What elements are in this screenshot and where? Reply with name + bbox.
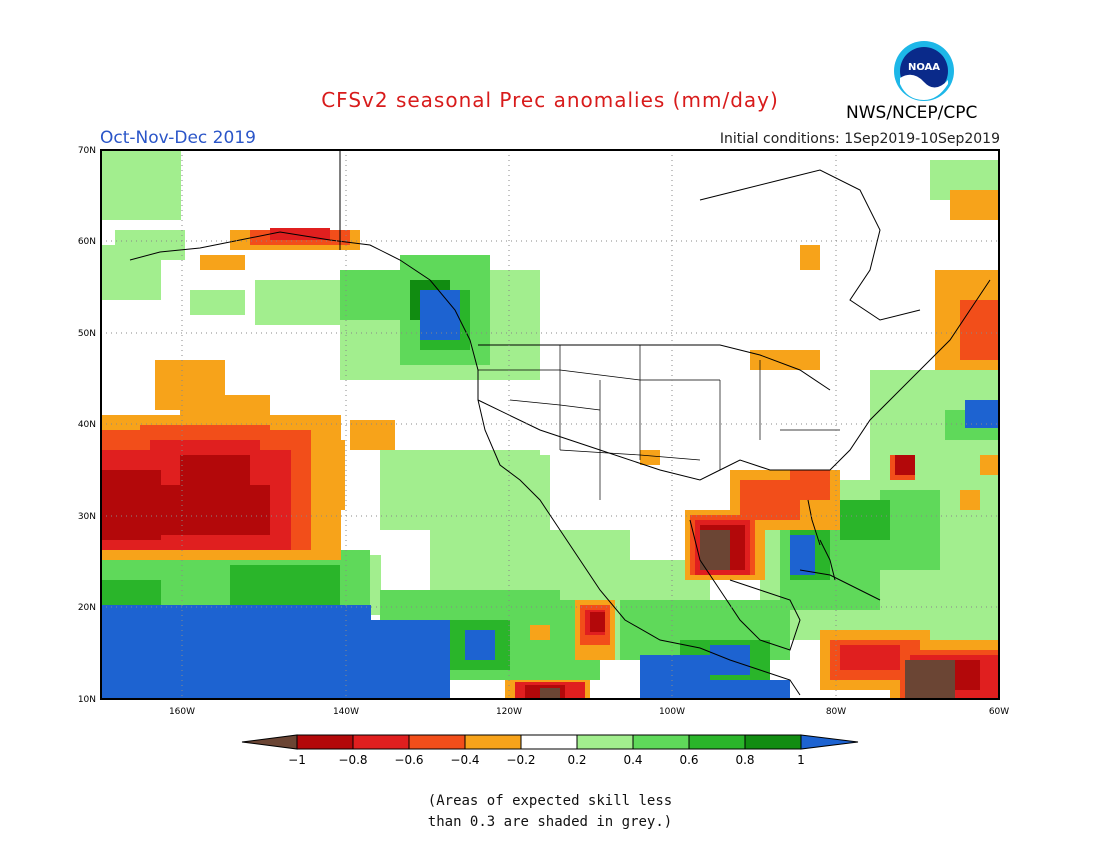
anomaly-fields xyxy=(101,150,999,699)
lat-labels: 70N 60N 50N 40N 30N 20N 10N xyxy=(78,146,96,705)
skill-note: (Areas of expected skill less than 0.3 a… xyxy=(380,791,720,833)
coastlines xyxy=(129,150,991,696)
lat-label: 30N xyxy=(78,512,96,522)
colorbar-label: 0.4 xyxy=(623,753,642,767)
logo-text: NOAA xyxy=(908,62,940,73)
skill-note-line2: than 0.3 are shaded in grey.) xyxy=(427,814,673,830)
anomaly-field-blue xyxy=(101,290,999,699)
season-label: Oct-Nov-Dec 2019 xyxy=(100,128,256,148)
lon-label: 100W xyxy=(659,707,685,717)
colorbar-box xyxy=(296,734,354,750)
colorbar-box xyxy=(632,734,690,750)
colorbar-box xyxy=(408,734,466,750)
colorbar-box xyxy=(576,734,634,750)
colorbar-labels: −1 −0.8 −0.6 −0.4 −0.2 0.2 0.4 0.6 0.8 1 xyxy=(288,753,805,767)
lat-label: 50N xyxy=(78,329,96,339)
colorbar-label: 1 xyxy=(797,753,805,767)
lon-label: 120W xyxy=(496,707,522,717)
colorbar-box xyxy=(744,734,802,750)
colorbar-box xyxy=(352,734,410,750)
colorbar-label: −0.8 xyxy=(338,753,367,767)
state-borders xyxy=(478,345,840,500)
lat-label: 10N xyxy=(78,695,96,705)
colorbar-label: −0.4 xyxy=(450,753,479,767)
lon-label: 80W xyxy=(826,707,846,717)
map-frame xyxy=(100,149,1000,700)
colorbar-arrow-right xyxy=(800,734,859,750)
colorbar-label: 0.8 xyxy=(735,753,754,767)
lat-label: 40N xyxy=(78,420,96,430)
noaa-logo: NOAA xyxy=(894,41,954,101)
colorbar-label: −1 xyxy=(288,753,306,767)
lon-labels: 160W 140W 120W 100W 80W 60W xyxy=(169,707,1009,717)
colorbar xyxy=(241,734,859,750)
colorbar-label: 0.6 xyxy=(679,753,698,767)
lat-label: 70N xyxy=(78,146,96,156)
colorbar-box xyxy=(520,734,578,750)
colorbar-arrow-left xyxy=(241,734,298,750)
lat-label: 20N xyxy=(78,603,96,613)
agency-label: NWS/NCEP/CPC xyxy=(846,103,978,123)
lon-label: 140W xyxy=(333,707,359,717)
initial-conditions: Initial conditions: 1Sep2019-10Sep2019 xyxy=(719,131,1000,147)
lon-label: 60W xyxy=(989,707,1009,717)
colorbar-label: −0.6 xyxy=(394,753,423,767)
colorbar-label: −0.2 xyxy=(506,753,535,767)
map-title: CFSv2 seasonal Prec anomalies (mm/day) xyxy=(321,88,779,112)
skill-note-line1: (Areas of expected skill less xyxy=(427,793,673,809)
colorbar-box xyxy=(464,734,522,750)
lat-label: 60N xyxy=(78,237,96,247)
colorbar-box xyxy=(688,734,746,750)
colorbar-label: 0.2 xyxy=(567,753,586,767)
anomaly-field-brown xyxy=(540,530,955,699)
lon-label: 160W xyxy=(169,707,195,717)
